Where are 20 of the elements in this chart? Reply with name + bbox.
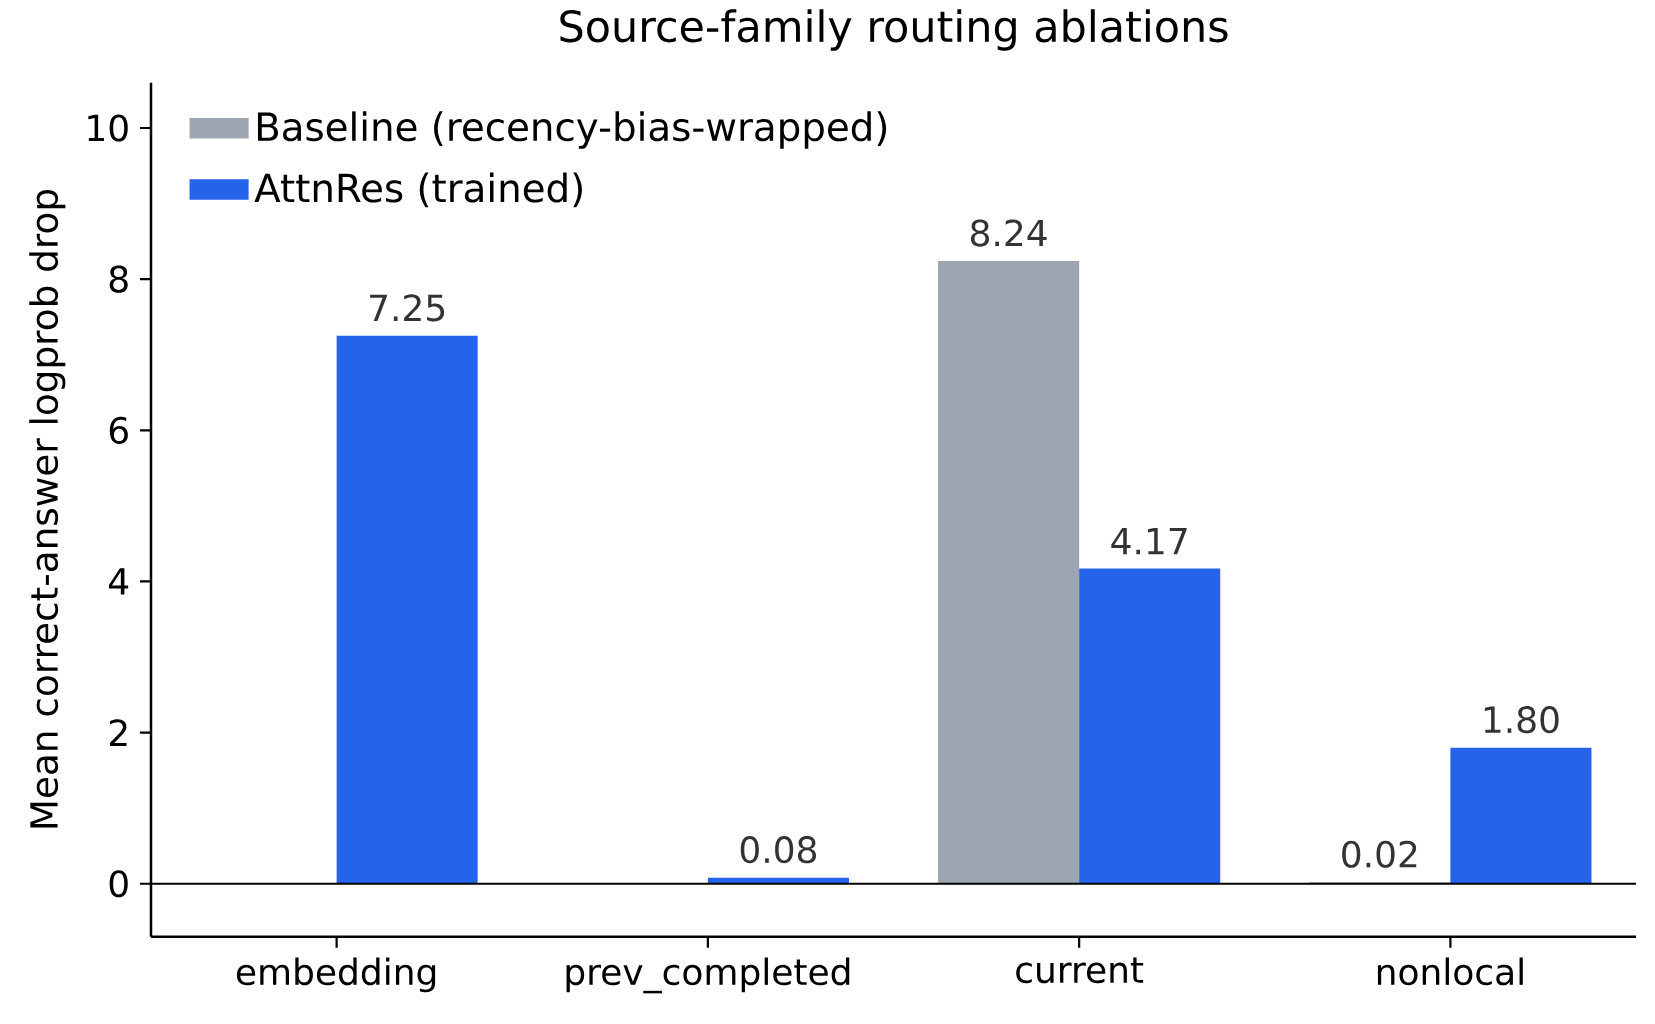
x-tick-label: nonlocal	[1377, 957, 1523, 986]
data-label: 0.02	[1342, 840, 1417, 868]
data-label: 4.17	[1111, 527, 1187, 555]
y-axis-title: Mean correct-answer logprob drop	[29, 189, 66, 828]
chart-title: Source-family routing ablations	[560, 9, 1228, 51]
data-label: 1.80	[1484, 706, 1559, 734]
legend-label: AttnRes (trained)	[254, 172, 582, 208]
x-tick-label: current	[1016, 957, 1144, 984]
y-tick-label: 2	[109, 719, 127, 746]
legend-label: Baseline (recency-bias-wrapped)	[257, 111, 887, 149]
y-tick-label: 4	[109, 568, 129, 595]
y-tick-label: 8	[109, 265, 128, 293]
x-tick-label: embedding	[236, 957, 436, 993]
x-tick-label: prev_completed	[566, 957, 850, 994]
y-tick-label: 10	[88, 114, 128, 142]
data-label: 7.25	[370, 294, 445, 322]
y-tick-label: 0	[109, 870, 128, 898]
data-label: 8.24	[970, 219, 1047, 247]
data-label: 0.08	[740, 835, 817, 864]
y-tick-label: 6	[109, 416, 128, 444]
